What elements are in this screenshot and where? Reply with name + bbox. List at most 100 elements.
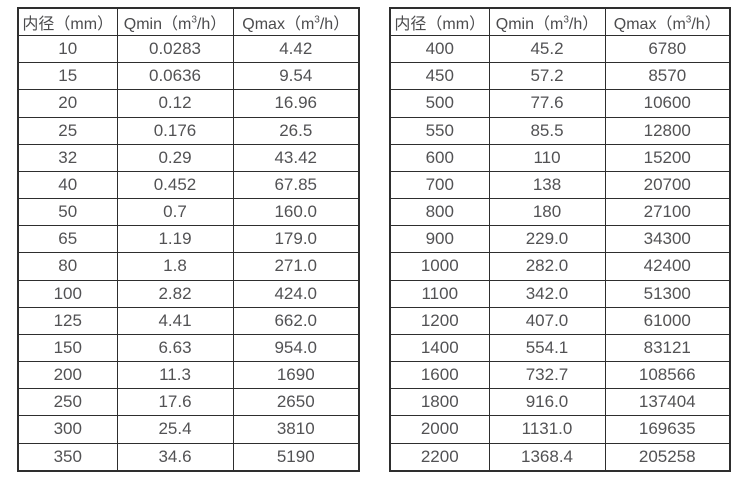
- table-cell: 4.42: [232, 34, 360, 64]
- column-header: 内径（mm）: [389, 7, 490, 36]
- table-cell: 700: [389, 170, 490, 200]
- table-row: 900 229.0 34300: [389, 225, 731, 254]
- table-cell: 50: [17, 198, 118, 227]
- table-cell: 424.0: [232, 279, 360, 308]
- table-row: 25 0.176 26.5: [17, 116, 360, 145]
- table-cell: 25: [17, 116, 118, 145]
- table-row: 1400 554.1 83121: [389, 333, 731, 363]
- flow-range-table-dn400-2200: 内径（mm） Qmin（m3/h） Qmax（m3/h） 400 45.2 6780 45…: [389, 7, 731, 472]
- table-cell: 137404: [604, 388, 731, 417]
- table-cell: 0.0636: [116, 62, 234, 91]
- table-cell: 3810: [232, 415, 360, 444]
- table-cell: 180: [488, 198, 606, 227]
- table-cell: 15: [17, 62, 118, 91]
- table-cell: 11.3: [116, 361, 234, 390]
- table-cell: 15200: [604, 143, 731, 172]
- table-cell: 9.54: [232, 62, 360, 91]
- table-row: 250 17.6 2650: [17, 388, 360, 417]
- table-cell: 169635: [604, 415, 731, 444]
- table-cell: 0.29: [116, 143, 234, 172]
- table-row: 600 110 15200: [389, 143, 731, 172]
- table-cell: 10600: [604, 89, 731, 118]
- column-header: Qmax（m3/h）: [232, 7, 360, 36]
- superscript: 3: [685, 14, 692, 26]
- table-row: 2200 1368.4 205258: [389, 442, 731, 472]
- table-row: 50 0.7 160.0: [17, 198, 360, 227]
- table-cell: 1600: [389, 361, 490, 390]
- table-cell: 282.0: [488, 252, 606, 281]
- table-cell: 8570: [604, 62, 731, 91]
- table-cell: 6780: [604, 34, 731, 64]
- table-cell: 4.41: [116, 306, 234, 335]
- table-cell: 25.4: [116, 415, 234, 444]
- table-header-row: 内径（mm） Qmin（m3/h） Qmax（m3/h）: [17, 7, 360, 36]
- table-cell: 0.176: [116, 116, 234, 145]
- table-row: 350 34.6 5190: [17, 442, 360, 472]
- superscript: 3: [314, 14, 320, 26]
- table-cell: 954.0: [232, 333, 360, 363]
- table-cell: 6.63: [116, 333, 234, 363]
- table-cell: 5190: [232, 442, 360, 472]
- table-cell: 34.6: [116, 442, 234, 472]
- table-cell: 2200: [389, 442, 490, 472]
- table-cell: 407.0: [488, 306, 606, 335]
- table-cell: 61000: [604, 306, 731, 335]
- table-cell: 51300: [604, 279, 731, 308]
- table-cell: 600: [389, 143, 490, 172]
- table-cell: 1100: [389, 279, 490, 308]
- table-row: 1200 407.0 61000: [389, 306, 731, 335]
- table-cell: 138: [488, 170, 606, 200]
- table-cell: 250: [17, 388, 118, 417]
- table-row: 450 57.2 8570: [389, 62, 731, 91]
- table-cell: 65: [17, 225, 118, 254]
- table-cell: 27100: [604, 198, 731, 227]
- table-row: 2000 1131.0 169635: [389, 415, 731, 444]
- superscript: 3: [563, 14, 569, 26]
- table-cell: 160.0: [232, 198, 360, 227]
- table-row: 80 1.8 271.0: [17, 252, 360, 281]
- table-cell: 732.7: [488, 361, 606, 390]
- table-cell: 20: [17, 89, 118, 118]
- table-cell: 1000: [389, 252, 490, 281]
- table-cell: 800: [389, 198, 490, 227]
- table-cell: 271.0: [232, 252, 360, 281]
- table-cell: 179.0: [232, 225, 360, 254]
- table-cell: 1400: [389, 333, 490, 363]
- table-row: 20 0.12 16.96: [17, 89, 360, 118]
- table-cell: 554.1: [488, 333, 606, 363]
- table-cell: 150: [17, 333, 118, 363]
- table-cell: 12800: [604, 116, 731, 145]
- table-row: 32 0.29 43.42: [17, 143, 360, 172]
- table-cell: 350: [17, 442, 118, 472]
- table-cell: 400: [389, 34, 490, 64]
- table-cell: 1.19: [116, 225, 234, 254]
- table-row: 125 4.41 662.0: [17, 306, 360, 335]
- table-cell: 20700: [604, 170, 731, 200]
- table-cell: 100: [17, 279, 118, 308]
- column-header: Qmin（m3/h）: [116, 7, 234, 36]
- superscript: 3: [191, 14, 197, 26]
- table-cell: 1690: [232, 361, 360, 390]
- table-cell: 26.5: [232, 116, 360, 145]
- table-cell: 2650: [232, 388, 360, 417]
- table-cell: 32: [17, 143, 118, 172]
- table-cell: 1200: [389, 306, 490, 335]
- table-cell: 83121: [604, 333, 731, 363]
- table-cell: 2000: [389, 415, 490, 444]
- table-cell: 45.2: [488, 34, 606, 64]
- table-cell: 0.0283: [116, 34, 234, 64]
- column-header: Qmax（m3/h）: [604, 7, 731, 36]
- table-cell: 34300: [604, 225, 731, 254]
- table-row: 800 180 27100: [389, 198, 731, 227]
- table-row: 65 1.19 179.0: [17, 225, 360, 254]
- table-row: 300 25.4 3810: [17, 415, 360, 444]
- table-cell: 0.12: [116, 89, 234, 118]
- table-cell: 900: [389, 225, 490, 254]
- table-row: 550 85.5 12800: [389, 116, 731, 145]
- table-cell: 125: [17, 306, 118, 335]
- table-row: 40 0.452 67.85: [17, 170, 360, 200]
- flow-range-table-dn10-350: 内径（mm） Qmin（m3/h） Qmax（m3/h） 10 0.0283 4.42 1…: [17, 7, 360, 472]
- table-cell: 1800: [389, 388, 490, 417]
- table-cell: 10: [17, 34, 118, 64]
- table-cell: 300: [17, 415, 118, 444]
